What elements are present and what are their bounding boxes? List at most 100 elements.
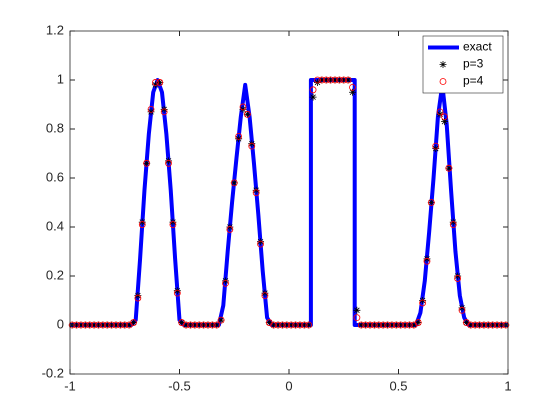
star-marker xyxy=(471,321,479,329)
star-marker xyxy=(318,76,326,84)
x-tick-label: 0 xyxy=(285,378,292,393)
exact-line xyxy=(70,78,508,327)
legend-swatch xyxy=(439,78,447,85)
star-marker xyxy=(239,105,247,113)
circle-marker xyxy=(160,108,168,116)
star-marker xyxy=(208,321,216,329)
circle-marker xyxy=(353,314,361,322)
star-marker xyxy=(388,321,396,329)
star-marker xyxy=(108,321,116,329)
star-marker xyxy=(305,321,313,329)
circle-marker xyxy=(371,321,378,329)
circle-marker xyxy=(335,76,343,84)
circle-marker xyxy=(384,321,391,329)
circle-marker xyxy=(441,113,448,121)
circle-marker xyxy=(248,142,256,150)
star-marker xyxy=(116,321,124,329)
circle-marker xyxy=(274,321,282,329)
circle-marker xyxy=(388,321,396,329)
star-marker xyxy=(357,321,365,329)
circle-marker xyxy=(471,321,479,329)
star-marker xyxy=(392,321,400,329)
star-marker xyxy=(248,140,256,148)
star-marker xyxy=(73,321,81,329)
circle-marker xyxy=(257,240,264,248)
star-marker xyxy=(489,321,497,329)
star-marker xyxy=(165,157,173,165)
circle-marker xyxy=(116,321,124,329)
circle-marker xyxy=(95,321,102,329)
circle-marker xyxy=(134,294,142,302)
circle-marker xyxy=(493,321,501,329)
circle-marker xyxy=(204,321,212,329)
circle-marker xyxy=(340,76,348,84)
circle-marker xyxy=(81,321,89,329)
circle-marker xyxy=(230,179,238,187)
circle-marker xyxy=(169,221,177,228)
star-marker xyxy=(327,76,335,84)
circle-marker xyxy=(187,321,194,329)
circle-marker xyxy=(436,108,444,116)
circle-marker xyxy=(427,199,435,206)
star-marker xyxy=(235,135,243,143)
star-marker xyxy=(458,304,466,312)
star-marker xyxy=(257,238,265,246)
star-marker xyxy=(86,321,94,329)
star-marker xyxy=(362,321,370,329)
circle-marker xyxy=(138,221,146,228)
circle-marker xyxy=(322,76,330,84)
star-marker xyxy=(112,321,120,329)
star-marker xyxy=(270,321,278,329)
star-marker xyxy=(265,319,273,327)
star-marker xyxy=(405,321,413,329)
star-marker xyxy=(344,76,352,84)
star-marker xyxy=(252,186,260,194)
star-marker xyxy=(449,218,457,226)
star-marker xyxy=(173,287,181,295)
x-tick-label: -1 xyxy=(64,378,76,393)
circle-marker xyxy=(406,321,413,329)
star-marker xyxy=(462,319,470,327)
circle-marker xyxy=(195,321,203,329)
star-marker xyxy=(138,218,146,226)
star-marker xyxy=(169,218,177,226)
y-tick-label: 0.4 xyxy=(46,218,64,233)
y-tick-label: 0.8 xyxy=(46,120,64,135)
circle-marker xyxy=(445,164,453,172)
circle-marker xyxy=(489,321,497,329)
circle-marker xyxy=(86,321,94,329)
star-marker xyxy=(423,255,431,263)
circle-marker xyxy=(502,321,510,329)
legend-label: p=3 xyxy=(463,57,484,71)
star-marker xyxy=(397,321,405,329)
x-tick-label: 0.5 xyxy=(389,378,407,393)
star-marker xyxy=(151,81,159,89)
circle-marker xyxy=(270,321,278,329)
star-marker xyxy=(427,199,435,206)
star-marker xyxy=(182,321,190,329)
circle-marker xyxy=(366,321,374,329)
legend-swatch xyxy=(439,61,447,68)
y-tick-label: 1.2 xyxy=(46,22,64,37)
circle-marker xyxy=(99,321,107,329)
star-marker xyxy=(292,321,300,329)
circle-marker xyxy=(379,321,387,329)
star-marker xyxy=(261,289,269,297)
star-marker xyxy=(375,321,383,329)
circle-marker xyxy=(331,76,339,84)
circle-marker xyxy=(467,321,475,329)
circle-marker xyxy=(357,321,365,329)
circle-marker xyxy=(362,321,370,329)
circle-marker xyxy=(423,257,431,265)
circle-marker xyxy=(449,221,457,228)
circle-marker xyxy=(222,279,229,287)
circle-marker xyxy=(200,321,207,329)
y-tick-label: 0.6 xyxy=(46,169,64,184)
circle-marker xyxy=(143,159,151,167)
circle-marker xyxy=(458,306,466,314)
circle-marker xyxy=(344,76,352,84)
star-marker xyxy=(419,297,427,304)
circle-marker xyxy=(327,76,335,84)
y-tick-label: -0.2 xyxy=(42,365,64,380)
